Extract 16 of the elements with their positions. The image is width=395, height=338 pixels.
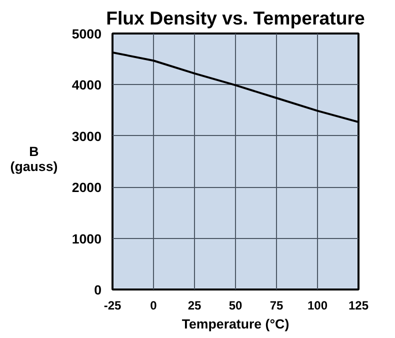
x-tick-label: 100 bbox=[307, 298, 328, 312]
y-tick-label: 0 bbox=[94, 282, 102, 298]
y-tick-label: 1000 bbox=[72, 231, 102, 246]
x-tick-label: -25 bbox=[104, 298, 122, 312]
y-tick-label: 4000 bbox=[72, 78, 102, 93]
x-tick-label: 125 bbox=[348, 298, 369, 312]
x-tick-label: 25 bbox=[188, 298, 202, 312]
x-tick-label: 0 bbox=[150, 298, 158, 312]
y-axis-title: B (gauss) bbox=[9, 144, 59, 174]
y-tick-label: 3000 bbox=[72, 128, 102, 144]
x-axis-title: Temperature (°C) bbox=[182, 316, 290, 332]
x-tick-label: 50 bbox=[228, 298, 242, 312]
y-tick-label: 2000 bbox=[72, 180, 102, 196]
y-tick-label: 5000 bbox=[72, 26, 102, 42]
chart-title: Flux Density vs. Temperature bbox=[106, 8, 365, 28]
x-tick-label: 75 bbox=[270, 298, 284, 312]
